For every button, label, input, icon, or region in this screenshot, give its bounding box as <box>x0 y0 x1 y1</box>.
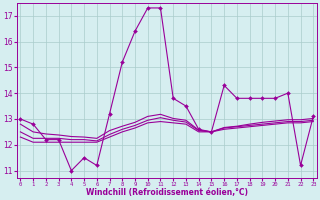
X-axis label: Windchill (Refroidissement éolien,°C): Windchill (Refroidissement éolien,°C) <box>86 188 248 197</box>
